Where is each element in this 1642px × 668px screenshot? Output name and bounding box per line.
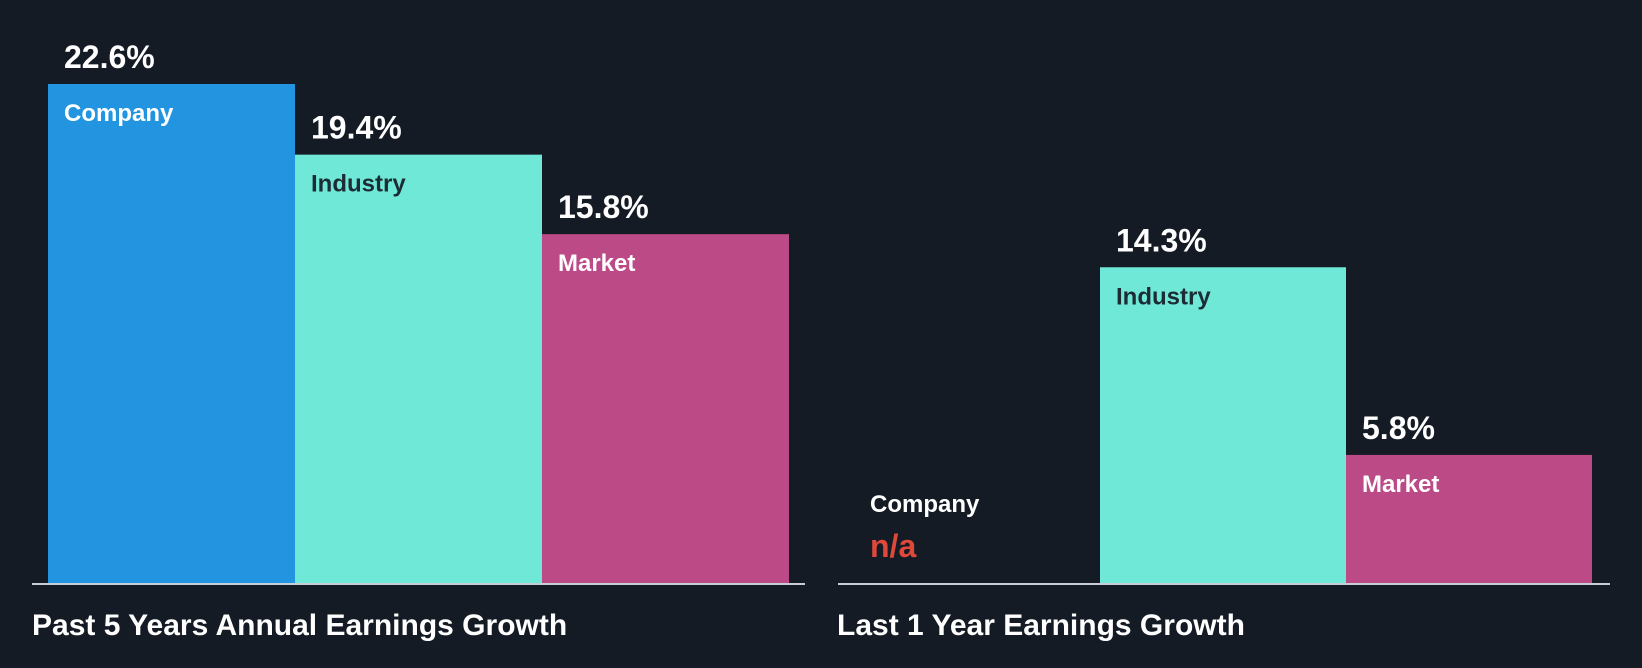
panel2-industry-bar [1100,267,1346,583]
panel2-company-na-label: n/a [870,528,916,564]
panel1-market-bar [542,234,789,583]
panel2-company-category-label: Company [870,491,980,518]
panel1-market-value-label: 15.8% [558,189,649,225]
panel1-company-value-label: 22.6% [64,39,155,75]
panel1-title: Past 5 Years Annual Earnings Growth [32,609,567,642]
panel1-baseline [32,583,805,585]
panel2-market-bar [1346,454,1592,583]
panel2-title: Last 1 Year Earnings Growth [837,609,1245,642]
panel2-industry-value-label: 14.3% [1116,222,1207,258]
panel2-baseline [838,583,1610,585]
panel2-market-category-label: Market [1362,471,1439,498]
panel1-company-category-label: Company [64,100,174,127]
panel1-industry-value-label: 19.4% [311,110,402,146]
panel2-market-value-label: 5.8% [1362,410,1435,446]
panel2-industry-category-label: Industry [1116,283,1211,310]
panel1-industry-bar [295,154,542,584]
panel1-market-category-label: Market [558,250,635,277]
panel1-industry-category-label: Industry [311,171,406,198]
panel1-company-bar [48,84,295,583]
